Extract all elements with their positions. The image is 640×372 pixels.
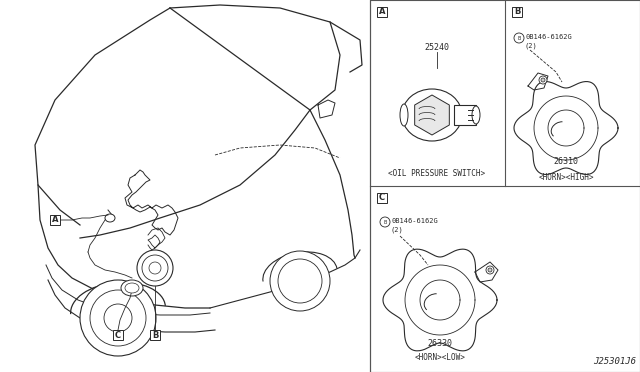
Text: 0B146-6162G: 0B146-6162G <box>392 218 439 224</box>
Text: C: C <box>115 330 121 340</box>
Bar <box>150 330 160 340</box>
Circle shape <box>486 266 494 274</box>
Bar <box>377 7 387 17</box>
Text: 26330: 26330 <box>428 340 452 349</box>
Bar <box>512 7 522 17</box>
Circle shape <box>488 268 492 272</box>
Circle shape <box>278 259 322 303</box>
Polygon shape <box>415 95 449 135</box>
Bar <box>113 330 123 340</box>
Text: (2): (2) <box>524 43 537 49</box>
Circle shape <box>514 33 524 43</box>
Bar <box>50 215 60 225</box>
Text: 26310: 26310 <box>554 157 579 167</box>
Ellipse shape <box>402 89 462 141</box>
Circle shape <box>539 76 547 84</box>
Text: B: B <box>517 35 521 41</box>
Text: A: A <box>379 7 385 16</box>
Text: (2): (2) <box>390 227 403 233</box>
Bar <box>454 105 476 125</box>
Text: 25240: 25240 <box>424 44 449 52</box>
Circle shape <box>137 250 173 286</box>
Circle shape <box>80 280 156 356</box>
Text: 0B146-6162G: 0B146-6162G <box>526 34 573 40</box>
Circle shape <box>90 290 146 346</box>
Circle shape <box>380 217 390 227</box>
Text: <HORN><LOW>: <HORN><LOW> <box>415 353 465 362</box>
Circle shape <box>270 251 330 311</box>
Circle shape <box>149 262 161 274</box>
Text: B: B <box>152 330 158 340</box>
Circle shape <box>104 304 132 332</box>
Text: <HORN><HIGH>: <HORN><HIGH> <box>538 173 594 183</box>
Ellipse shape <box>121 280 143 296</box>
Circle shape <box>142 255 168 281</box>
Text: B: B <box>514 7 520 16</box>
Bar <box>370 0 640 372</box>
Circle shape <box>541 78 545 82</box>
Ellipse shape <box>105 214 115 222</box>
Text: A: A <box>52 215 58 224</box>
Ellipse shape <box>125 283 139 293</box>
Text: <OIL PRESSURE SWITCH>: <OIL PRESSURE SWITCH> <box>388 170 486 179</box>
Ellipse shape <box>472 106 480 124</box>
Text: J25301J6: J25301J6 <box>593 357 636 366</box>
Ellipse shape <box>400 104 408 126</box>
Bar <box>377 193 387 203</box>
Text: C: C <box>379 193 385 202</box>
Text: B: B <box>383 219 387 224</box>
